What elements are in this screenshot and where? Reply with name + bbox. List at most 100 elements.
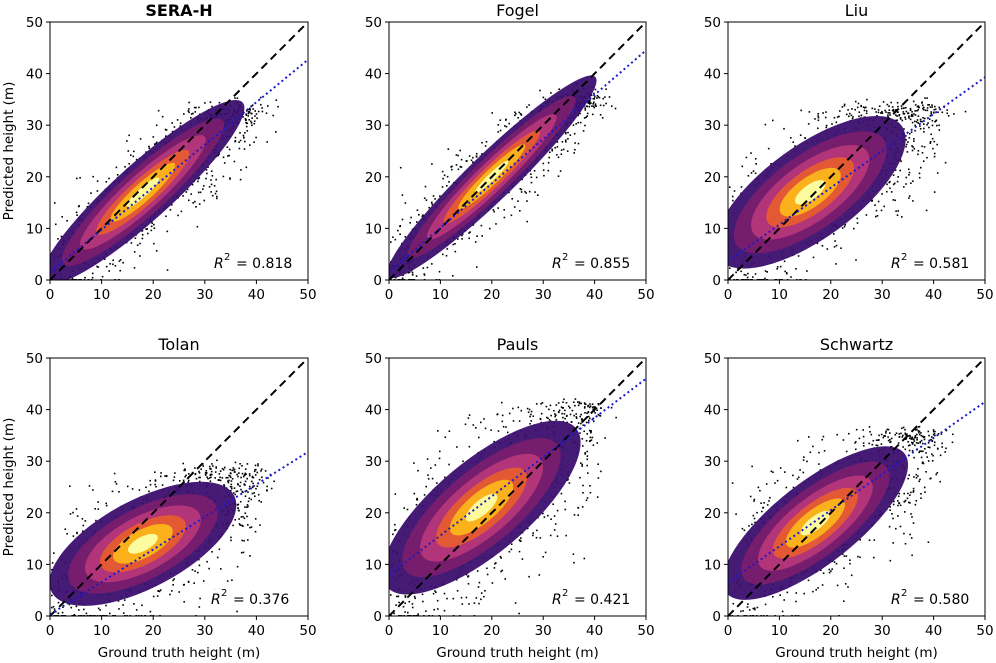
scatter-point bbox=[590, 439, 593, 441]
scatter-point bbox=[783, 127, 785, 130]
scatter-point bbox=[254, 474, 257, 476]
scatter-point bbox=[586, 412, 588, 415]
scatter-point bbox=[218, 479, 221, 481]
scatter-point bbox=[456, 590, 459, 592]
scatter-point bbox=[124, 166, 126, 168]
scatter-point bbox=[565, 131, 567, 134]
scatter-point bbox=[931, 106, 933, 108]
scatter-point bbox=[835, 562, 838, 565]
scatter-point bbox=[198, 106, 200, 109]
scatter-point bbox=[532, 534, 534, 537]
scatter-point bbox=[908, 137, 911, 139]
scatter-point bbox=[75, 211, 78, 214]
scatter-point bbox=[229, 468, 231, 471]
scatter-point bbox=[868, 442, 870, 445]
scatter-point bbox=[436, 482, 438, 484]
scatter-point bbox=[249, 526, 251, 529]
scatter-point bbox=[797, 439, 799, 442]
scatter-point bbox=[250, 122, 253, 124]
scatter-point bbox=[197, 180, 199, 183]
scatter-point bbox=[480, 592, 483, 594]
scatter-point bbox=[929, 141, 932, 143]
x-tick-label: 50 bbox=[637, 623, 654, 639]
scatter-point bbox=[583, 117, 586, 119]
scatter-point bbox=[928, 118, 931, 120]
scatter-point bbox=[901, 119, 904, 122]
y-tick-label: 50 bbox=[365, 351, 382, 367]
identity-line bbox=[50, 22, 308, 280]
scatter-point bbox=[843, 104, 846, 107]
scatter-point bbox=[592, 103, 594, 105]
scatter-point bbox=[153, 143, 156, 145]
scatter-point bbox=[165, 135, 167, 137]
scatter-point bbox=[206, 560, 208, 563]
scatter-point bbox=[173, 126, 176, 128]
scatter-point bbox=[911, 145, 913, 147]
scatter-point bbox=[216, 556, 219, 559]
scatter-point bbox=[905, 135, 907, 137]
scatter-point bbox=[741, 165, 744, 168]
scatter-point bbox=[530, 173, 532, 175]
scatter-point bbox=[526, 200, 528, 202]
scatter-point bbox=[227, 481, 230, 484]
scatter-point bbox=[497, 207, 499, 209]
scatter-point bbox=[580, 462, 582, 464]
scatter-point bbox=[519, 113, 522, 115]
r2-annotation: R 2 = 0.376 bbox=[204, 586, 304, 610]
scatter-point bbox=[582, 424, 585, 426]
scatter-point bbox=[746, 276, 749, 279]
scatter-point bbox=[921, 152, 924, 154]
scatter-point bbox=[889, 439, 891, 441]
scatter-point bbox=[825, 111, 827, 113]
scatter-point bbox=[76, 177, 78, 180]
scatter-point bbox=[455, 154, 458, 156]
scatter-point bbox=[862, 106, 865, 108]
scatter-point bbox=[267, 477, 269, 479]
y-tick-label: 50 bbox=[704, 15, 721, 31]
scatter-point bbox=[198, 470, 200, 473]
scatter-point bbox=[594, 103, 597, 105]
scatter-point bbox=[205, 177, 207, 180]
scatter-point bbox=[444, 436, 447, 438]
scatter-point bbox=[740, 186, 743, 188]
scatter-point bbox=[936, 124, 938, 127]
scatter-point bbox=[257, 110, 260, 113]
scatter-point bbox=[551, 149, 554, 152]
scatter-point bbox=[795, 268, 797, 270]
scatter-point bbox=[215, 467, 217, 469]
scatter-point bbox=[237, 484, 239, 486]
scatter-point bbox=[554, 413, 556, 415]
scatter-point bbox=[205, 169, 208, 171]
scatter-point bbox=[916, 110, 918, 112]
scatter-point bbox=[397, 229, 399, 232]
scatter-point bbox=[581, 419, 584, 421]
scatter-point bbox=[446, 185, 448, 187]
scatter-point bbox=[557, 175, 560, 177]
scatter-point bbox=[218, 548, 221, 551]
scatter-point bbox=[200, 468, 202, 470]
scatter-point bbox=[96, 265, 98, 268]
scatter-point bbox=[76, 214, 78, 216]
scatter-point bbox=[505, 125, 508, 128]
scatter-point bbox=[570, 421, 573, 423]
y-tick-label: 20 bbox=[704, 170, 721, 186]
scatter-point bbox=[850, 114, 853, 117]
scatter-point bbox=[145, 151, 147, 153]
scatter-point bbox=[90, 192, 92, 194]
scatter-point bbox=[578, 402, 581, 405]
scatter-point bbox=[250, 498, 253, 501]
scatter-point bbox=[834, 240, 836, 242]
scatter-point bbox=[232, 524, 234, 527]
scatter-point bbox=[242, 116, 244, 118]
scatter-point bbox=[903, 492, 905, 495]
scatter-point bbox=[478, 602, 480, 605]
scatter-point bbox=[928, 104, 930, 106]
scatter-point bbox=[914, 124, 916, 127]
scatter-point bbox=[513, 206, 516, 208]
scatter-point bbox=[912, 100, 915, 103]
scatter-point bbox=[548, 408, 550, 411]
scatter-point bbox=[135, 609, 138, 611]
scatter-point bbox=[586, 458, 588, 461]
scatter-point bbox=[244, 472, 247, 475]
scatter-point bbox=[199, 191, 202, 194]
